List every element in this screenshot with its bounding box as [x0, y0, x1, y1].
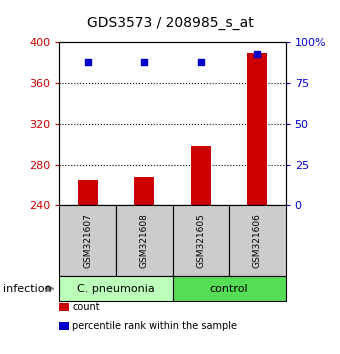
- Text: GSM321606: GSM321606: [253, 213, 262, 268]
- Point: [198, 59, 204, 65]
- Point: [141, 59, 147, 65]
- Text: count: count: [72, 302, 100, 312]
- Bar: [134, 177, 154, 205]
- Point: [255, 51, 260, 57]
- Text: percentile rank within the sample: percentile rank within the sample: [72, 321, 237, 331]
- Text: GSM321608: GSM321608: [140, 213, 149, 268]
- Text: infection: infection: [3, 284, 52, 293]
- Bar: [78, 180, 98, 205]
- Text: GDS3573 / 208985_s_at: GDS3573 / 208985_s_at: [87, 16, 253, 30]
- Bar: [248, 53, 267, 205]
- Text: control: control: [210, 284, 249, 293]
- Text: GSM321607: GSM321607: [83, 213, 92, 268]
- Point: [85, 59, 90, 65]
- Text: GSM321605: GSM321605: [196, 213, 205, 268]
- Bar: [191, 146, 211, 205]
- Text: C. pneumonia: C. pneumonia: [77, 284, 155, 293]
